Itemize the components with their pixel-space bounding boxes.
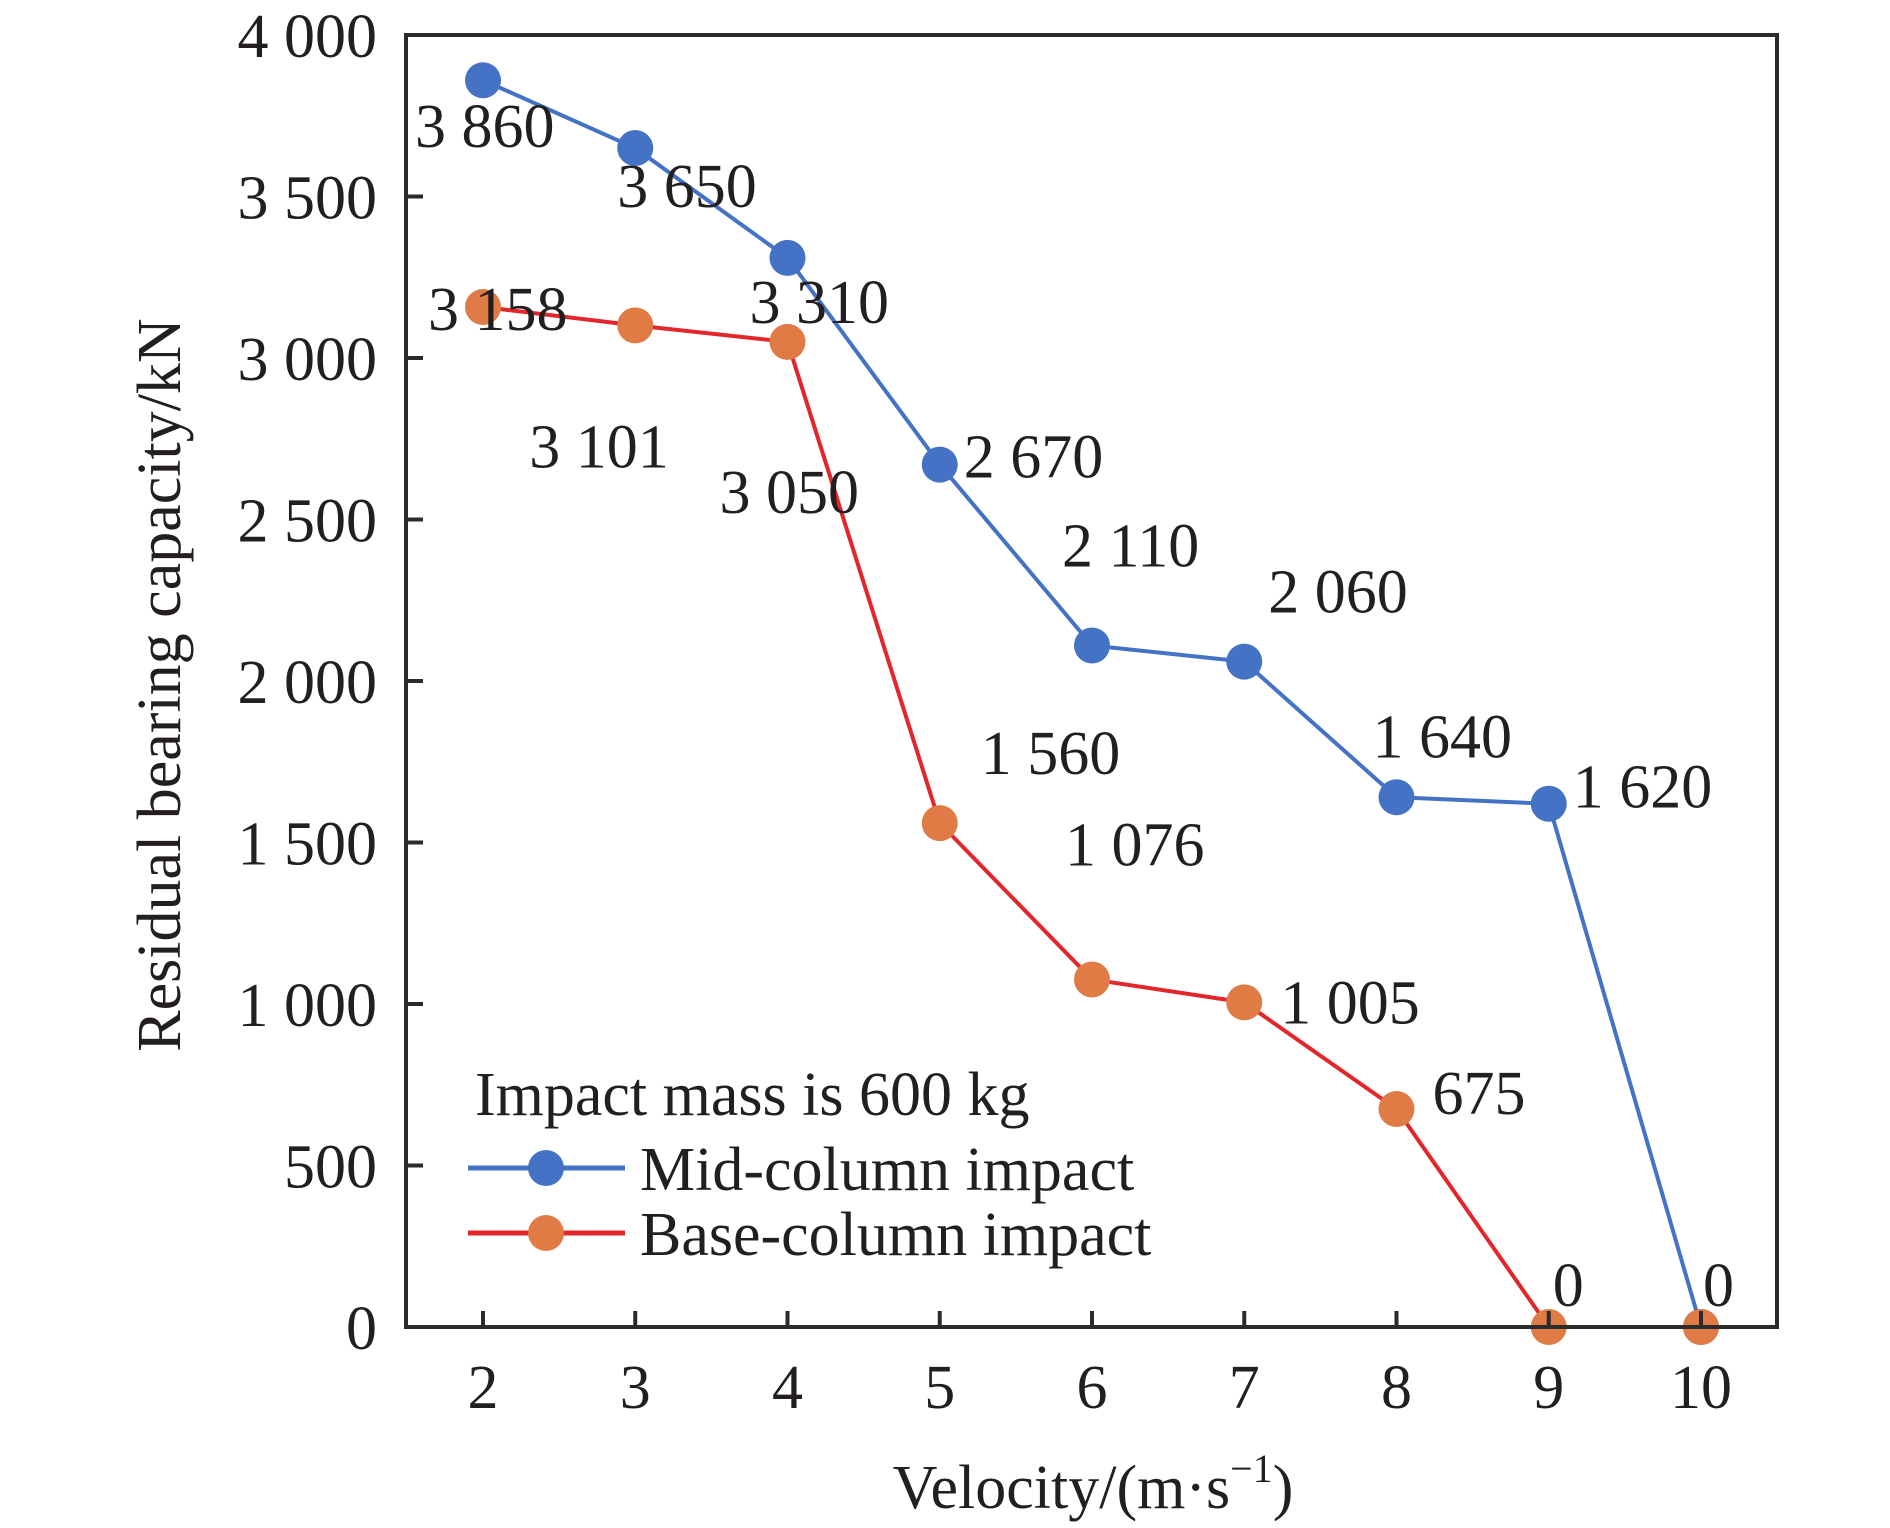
data-label-mid-column-2: 3 860 <box>415 93 555 161</box>
y-tick-label: 2 500 <box>238 488 378 556</box>
x-tick-label: 3 <box>620 1354 651 1422</box>
y-tick-label: 2 000 <box>238 649 378 717</box>
x-tick-label: 2 <box>468 1354 499 1422</box>
data-label-mid-column-9: 1 620 <box>1573 754 1713 822</box>
legend-marker-base-column <box>528 1215 564 1251</box>
x-axis-title-main: Velocity/(m·s <box>893 1454 1231 1522</box>
y-tick-label: 1 500 <box>238 811 378 879</box>
data-labels-layer: 3 860 3 650 3 310 2 670 2 110 2 060 1 640 1 620… <box>415 93 1734 1320</box>
data-label-mid-column-3: 3 650 <box>617 153 757 221</box>
data-label-mid-column-4: 3 310 <box>750 269 890 337</box>
y-tick-label: 500 <box>284 1134 377 1202</box>
data-label-mid-column-6: 2 110 <box>1062 512 1199 580</box>
x-tick-label: 4 <box>772 1354 803 1422</box>
data-label-base-column-2: 3 158 <box>428 276 568 344</box>
x-tick-label: 8 <box>1381 1354 1412 1422</box>
data-label-base-column-5: 1 560 <box>981 720 1121 788</box>
x-axis-title-superscript: −1 <box>1230 1446 1273 1491</box>
data-point-base-column-5 <box>921 805 958 842</box>
data-label-base-column-8: 675 <box>1433 1060 1526 1128</box>
data-label-mid-column-7: 2 060 <box>1268 559 1408 627</box>
y-tick-label: 3 500 <box>238 165 378 233</box>
y-tick-label: 3 000 <box>238 326 378 394</box>
x-tick-label: 7 <box>1229 1354 1260 1422</box>
data-label-base-column-3: 3 101 <box>529 413 669 481</box>
legend-title: Impact mass is 600 kg <box>475 1061 1030 1129</box>
x-tick-label: 5 <box>924 1354 955 1422</box>
data-point-base-column-2 <box>465 288 501 325</box>
legend-label-mid-column: Mid-column impact <box>640 1136 1134 1204</box>
x-axis-title: Velocity/(m·s−1) <box>893 1446 1294 1522</box>
data-point-base-column-3 <box>617 307 654 344</box>
y-axis-title: Residual bearing capacity/kN <box>126 318 194 1051</box>
data-label-mid-column-10: 0 <box>1703 1252 1734 1320</box>
data-point-base-column-8 <box>1378 1090 1415 1127</box>
y-tick-label: 1 000 <box>238 972 378 1040</box>
x-tick-label: 6 <box>1077 1354 1108 1422</box>
legend-item-base-column: Base-column impact <box>468 1201 1151 1269</box>
data-label-base-column-7: 1 005 <box>1280 969 1420 1037</box>
data-label-mid-column-5: 2 670 <box>964 424 1104 492</box>
data-label-base-column-9: 0 <box>1553 1252 1584 1320</box>
data-point-base-column-4 <box>769 323 806 360</box>
data-point-mid-column-6 <box>1074 627 1110 664</box>
data-point-mid-column-8 <box>1378 779 1415 816</box>
data-label-base-column-4: 3 050 <box>720 459 860 527</box>
legend-marker-mid-column <box>528 1150 564 1186</box>
x-tick-label: 10 <box>1670 1354 1732 1422</box>
x-axis-title-close: ) <box>1273 1454 1294 1522</box>
data-point-mid-column-3 <box>617 130 654 167</box>
data-point-base-column-7 <box>1226 984 1263 1021</box>
data-point-mid-column-7 <box>1226 643 1263 680</box>
x-tick-label: 9 <box>1533 1354 1564 1422</box>
series-layer <box>465 62 1719 1345</box>
data-point-mid-column-9 <box>1530 785 1567 822</box>
data-point-mid-column-4 <box>769 239 806 276</box>
legend-item-mid-column: Mid-column impact <box>468 1136 1134 1204</box>
y-tick-label: 0 <box>346 1295 377 1363</box>
legend: Impact mass is 600 kg Mid-column impact … <box>468 1061 1151 1269</box>
data-label-base-column-6: 1 076 <box>1065 811 1205 879</box>
plot-frame <box>404 33 1779 1329</box>
data-label-mid-column-8: 1 640 <box>1373 703 1513 771</box>
y-tick-label: 4 000 <box>238 3 378 71</box>
data-point-mid-column-2 <box>465 62 501 99</box>
data-point-base-column-6 <box>1074 961 1110 998</box>
legend-label-base-column: Base-column impact <box>640 1201 1151 1269</box>
data-point-mid-column-5 <box>921 446 958 483</box>
